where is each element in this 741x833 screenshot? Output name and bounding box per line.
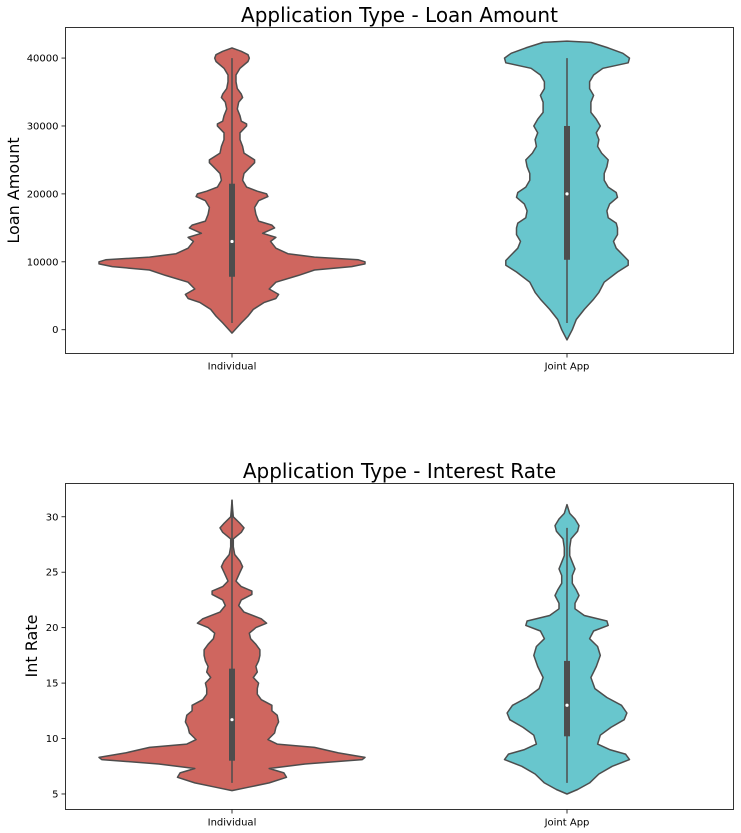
interest-rate-panel: Application Type - Interest Rate Int Rat…	[22, 459, 734, 829]
iqr-box	[229, 668, 235, 761]
y-tick-label: 25	[46, 568, 59, 579]
x-tick-label: Joint App	[544, 818, 590, 829]
y-tick-label: 15	[46, 679, 59, 690]
chart-title: Application Type - Interest Rate	[243, 459, 556, 483]
chart-title: Application Type - Loan Amount	[241, 3, 558, 27]
iqr-box	[564, 660, 570, 737]
y-tick-label: 30000	[27, 121, 59, 132]
x-tick-label: Individual	[208, 818, 257, 829]
y-tick-label: 30	[46, 512, 59, 523]
axes-layer: 5 10 15 20 25 30 Individual Joint App	[46, 512, 590, 828]
y-tick-label: 40000	[27, 54, 59, 65]
iqr-box	[229, 183, 235, 277]
violin-layer	[98, 40, 631, 341]
y-axis-label: Int Rate	[22, 615, 41, 678]
x-tick-label: Individual	[208, 362, 257, 373]
y-tick-label: 10000	[27, 257, 59, 268]
y-tick-label: 20	[46, 623, 59, 634]
loan-amount-panel: Application Type - Loan Amount Loan Amou…	[4, 3, 734, 373]
y-tick-label: 10	[46, 734, 59, 745]
median-point	[230, 239, 234, 244]
violin-layer	[98, 499, 631, 795]
axes-layer: 0 10000 20000 30000 40000 Individual Joint App	[27, 54, 590, 373]
plot-frame	[65, 27, 734, 354]
plot-frame	[65, 483, 734, 810]
median-point	[565, 703, 569, 707]
median-point	[565, 192, 569, 196]
y-axis-label: Loan Amount	[4, 137, 23, 243]
x-tick-label: Joint App	[544, 362, 590, 373]
y-tick-label: 0	[52, 325, 58, 336]
y-tick-label: 20000	[27, 189, 59, 200]
median-point	[230, 718, 234, 722]
y-tick-label: 5	[52, 789, 58, 800]
